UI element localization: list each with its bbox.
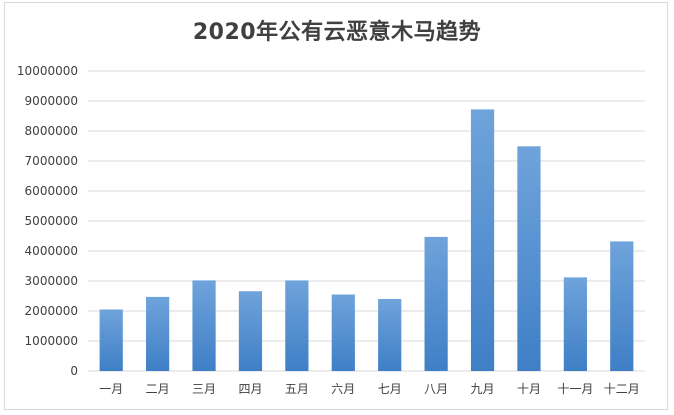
y-tick-label: 7000000: [25, 154, 78, 168]
y-tick-label: 1000000: [25, 334, 78, 348]
x-tick-label: 三月: [192, 382, 216, 396]
x-tick-label: 八月: [424, 382, 448, 396]
bar-5: [285, 280, 309, 371]
chart-title: 2020年公有云恶意木马趋势: [192, 20, 482, 45]
bar-12: [610, 241, 634, 371]
bar-9: [470, 109, 495, 372]
x-axis: 一月 二月 三月 四月 五月 六月 七月 八月 九月 十月 十一月 十二月: [99, 382, 640, 396]
bar-7: [378, 299, 402, 371]
x-tick-label: 七月: [378, 382, 402, 396]
y-tick-label: 8000000: [25, 124, 78, 138]
x-tick-label: 十月: [517, 382, 541, 396]
y-tick-label: 3000000: [25, 274, 78, 288]
bar-2: [146, 296, 170, 371]
x-tick-label: 十二月: [604, 382, 640, 396]
x-tick-label: 九月: [471, 382, 495, 396]
bar-1: [99, 309, 123, 371]
x-tick-label: 十一月: [557, 382, 593, 396]
bar-10: [517, 146, 541, 371]
y-tick-label: 2000000: [25, 304, 78, 318]
y-tick-label: 0: [70, 364, 78, 378]
x-tick-label: 六月: [331, 382, 355, 396]
bar-4: [238, 291, 263, 371]
y-axis: 0 1000000 2000000 3000000 4000000 5000000 6000…: [17, 64, 78, 378]
x-tick-label: 一月: [99, 382, 123, 396]
y-tick-label: 5000000: [25, 214, 78, 228]
bar-6: [331, 294, 355, 371]
y-tick-label: 9000000: [25, 94, 78, 108]
bar-11: [563, 277, 587, 371]
x-tick-label: 二月: [146, 382, 170, 396]
x-tick-label: 四月: [238, 382, 262, 396]
bar-8: [424, 236, 448, 371]
bars: [99, 109, 634, 372]
y-tick-label: 6000000: [25, 184, 78, 198]
gridlines: [88, 70, 645, 372]
x-tick-label: 五月: [285, 382, 309, 396]
y-tick-label: 10000000: [17, 64, 78, 78]
y-tick-label: 4000000: [25, 244, 78, 258]
bar-3: [192, 280, 216, 371]
